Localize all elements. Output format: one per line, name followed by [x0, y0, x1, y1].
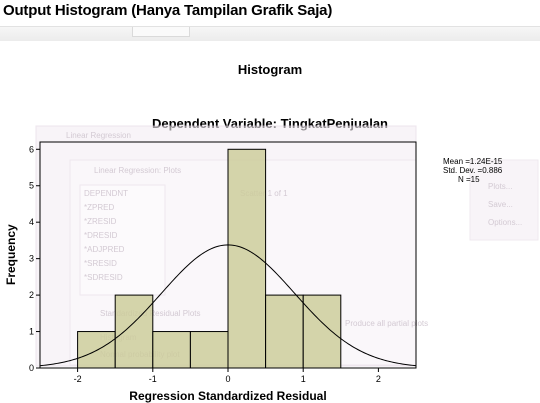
page-heading: Output Histogram (Hanya Tampilan Grafik …	[3, 2, 333, 19]
ghost-button-label: Save...	[488, 200, 513, 209]
ghost-side-panel	[469, 159, 539, 241]
y-tick-label: 5	[29, 181, 34, 191]
ghost-variable-item: DEPENDNT	[84, 189, 128, 198]
x-tick-label: 2	[376, 374, 381, 384]
ghost-variable-list	[79, 184, 166, 296]
ghost-variable-item: *ZPRED	[84, 203, 114, 212]
ghost-variable-item: *ZRESID	[84, 217, 117, 226]
stats-n: N =15	[458, 175, 480, 184]
toolbar-strip	[0, 26, 540, 41]
stats-std-dev: Std. Dev. =0.886	[443, 166, 503, 175]
ghost-variable-item: *DRESID	[84, 231, 118, 240]
histogram-bar	[189, 331, 229, 369]
ghost-button-label: Plots...	[488, 182, 512, 191]
ghost-subdialog-title: Linear Regression: Plots	[94, 166, 181, 175]
y-axis-label: Frequency	[4, 224, 18, 285]
normal-curve	[39, 244, 417, 367]
toolbar-tab	[132, 27, 190, 37]
ghost-dialog-title: Linear Regression	[66, 131, 131, 140]
x-tick-label: 0	[225, 374, 230, 384]
y-tick-label: 1	[29, 327, 34, 337]
histogram-bar	[265, 294, 304, 369]
bars	[77, 148, 342, 369]
y-tick-label: 4	[29, 217, 34, 227]
ghost-partial-label: Produce all partial plots	[345, 319, 428, 328]
x-tick-label: 1	[301, 374, 306, 384]
ghost-variable-item: *SDRESID	[84, 273, 123, 282]
y-tick-label: 6	[29, 144, 34, 154]
ghost-variable-item: *SRESID	[84, 259, 117, 268]
ghost-variable-item: *ADJPRED	[84, 245, 125, 254]
x-tick-label: -1	[149, 374, 157, 384]
y-tick-label: 0	[29, 363, 34, 373]
stats-mean: Mean =1.24E-15	[443, 157, 503, 166]
ghost-button-label: Options...	[488, 218, 522, 227]
histogram-bar	[77, 331, 116, 369]
histogram-bar	[227, 148, 267, 369]
x-axis-ticks: -2 -1 0 1 2	[74, 368, 381, 384]
y-tick-label: 2	[29, 290, 34, 300]
histogram-bar	[114, 294, 154, 369]
histogram-bar	[152, 331, 191, 369]
y-axis-ticks: 0 1 2 3 4 5 6	[29, 144, 40, 373]
x-tick-label: -2	[74, 374, 82, 384]
y-tick-label: 3	[29, 254, 34, 264]
x-axis-label: Regression Standardized Residual	[129, 389, 327, 403]
histogram-bar	[302, 294, 342, 369]
chart-title: Histogram	[237, 62, 303, 77]
stats-box: Mean =1.24E-15 Std. Dev. =0.886 N =15	[443, 157, 502, 184]
